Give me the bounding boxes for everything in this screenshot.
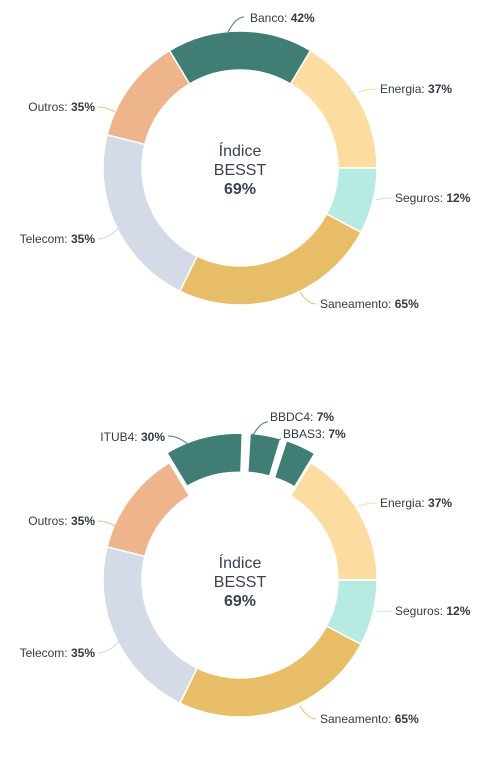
leader-line-saneamento xyxy=(299,291,317,305)
slice-label-value: 30% xyxy=(141,430,165,444)
slice-label-name: ITUB4: xyxy=(100,430,141,444)
leader-line-energia xyxy=(357,88,378,93)
slice-label-name: Energia: xyxy=(380,82,428,96)
slice-energia[interactable] xyxy=(289,461,378,581)
slice-label-value: 37% xyxy=(428,82,452,96)
slice-label-value: 65% xyxy=(395,297,419,311)
slice-label-telecom: Telecom: 35% xyxy=(20,646,96,660)
leader-line-seguros xyxy=(375,610,393,613)
slice-label-name: Outros: xyxy=(28,100,71,114)
donut-chart-2: ITUB4: 30%BBDC4: 7%BBAS3: 7%Energia: 37%… xyxy=(20,410,471,726)
slice-label-bbas3: BBAS3: 7% xyxy=(283,427,346,441)
center-title-line2: BESST xyxy=(214,574,267,591)
slice-label-name: Seguros: xyxy=(395,604,446,618)
slice-label-name: Seguros: xyxy=(395,191,446,205)
donut-chart-1: Banco: 42% Energia: 37% Seguros: 12% Saneam… xyxy=(20,11,471,311)
slice-label-outros: Outros: 35% xyxy=(28,514,95,528)
center-title-line2: BESST xyxy=(214,162,267,179)
slice-label-value: 35% xyxy=(71,100,95,114)
slice-saneamento[interactable] xyxy=(178,624,362,718)
slice-label-name: Telecom: xyxy=(20,646,71,660)
slice-label-banco: Banco: 42% xyxy=(250,11,315,25)
slice-label-energia: Energia: 37% xyxy=(380,496,452,510)
leader-line-bbas3 xyxy=(274,438,282,450)
slice-label-name: Saneamento: xyxy=(320,712,395,726)
donut-slices xyxy=(102,432,378,718)
slice-label-value: 7% xyxy=(328,427,346,441)
slice-label-name: Outros: xyxy=(28,514,71,528)
slice-label-value: 42% xyxy=(291,11,315,25)
slice-outros[interactable] xyxy=(106,461,191,558)
slice-label-bbdc4: BBDC4: 7% xyxy=(270,410,334,424)
slice-label-name: Banco: xyxy=(250,11,291,25)
slice-saneamento[interactable] xyxy=(178,212,362,306)
slice-banco[interactable] xyxy=(168,30,312,86)
slice-bbdc4[interactable] xyxy=(246,432,282,478)
leader-line-seguros xyxy=(375,197,393,201)
slice-label-outros: Outros: 35% xyxy=(28,100,95,114)
slice-label-name: Energia: xyxy=(380,496,428,510)
slice-label-value: 35% xyxy=(71,646,95,660)
leader-line-saneamento xyxy=(299,705,317,720)
leader-line-telecom xyxy=(97,225,121,240)
leader-line-banco xyxy=(227,16,245,33)
slice-itub4[interactable] xyxy=(165,432,244,488)
slice-label-value: 65% xyxy=(395,712,419,726)
slice-telecom[interactable] xyxy=(102,133,199,293)
slice-label-value: 12% xyxy=(446,604,470,618)
slice-label-saneamento: Saneamento: 65% xyxy=(320,297,419,311)
slice-label-value: 35% xyxy=(71,232,95,246)
slice-label-name: BBAS3: xyxy=(283,427,328,441)
slice-label-saneamento: Saneamento: 65% xyxy=(320,712,419,726)
slice-label-value: 12% xyxy=(446,191,470,205)
center-value: 69% xyxy=(224,593,256,610)
leader-line-outros xyxy=(97,520,116,527)
slice-bbas3[interactable] xyxy=(273,439,316,488)
center-value: 69% xyxy=(224,181,256,198)
slice-label-name: BBDC4: xyxy=(270,410,317,424)
center-title-line1: Índice xyxy=(219,141,262,160)
slice-label-energia: Energia: 37% xyxy=(380,82,452,96)
leader-line-itub4 xyxy=(167,435,191,447)
center-title-line1: Índice xyxy=(219,553,262,572)
slice-label-seguros: Seguros: 12% xyxy=(395,604,471,618)
leader-line-energia xyxy=(357,502,378,507)
slice-label-name: Telecom: xyxy=(20,232,71,246)
leader-line-telecom xyxy=(97,639,121,654)
slice-label-seguros: Seguros: 12% xyxy=(395,191,471,205)
slice-label-value: 7% xyxy=(317,410,335,424)
slice-label-value: 35% xyxy=(71,514,95,528)
slice-label-value: 37% xyxy=(428,496,452,510)
leader-line-outros xyxy=(97,106,116,113)
slice-outros[interactable] xyxy=(106,49,191,146)
donut-slices xyxy=(102,30,378,306)
leader-line-bbdc4 xyxy=(251,421,269,438)
slice-label-itub4: ITUB4: 30% xyxy=(100,430,165,444)
slice-label-name: Saneamento: xyxy=(320,297,395,311)
slice-telecom[interactable] xyxy=(102,545,199,705)
slice-label-telecom: Telecom: 35% xyxy=(20,232,96,246)
slice-energia[interactable] xyxy=(289,49,378,169)
